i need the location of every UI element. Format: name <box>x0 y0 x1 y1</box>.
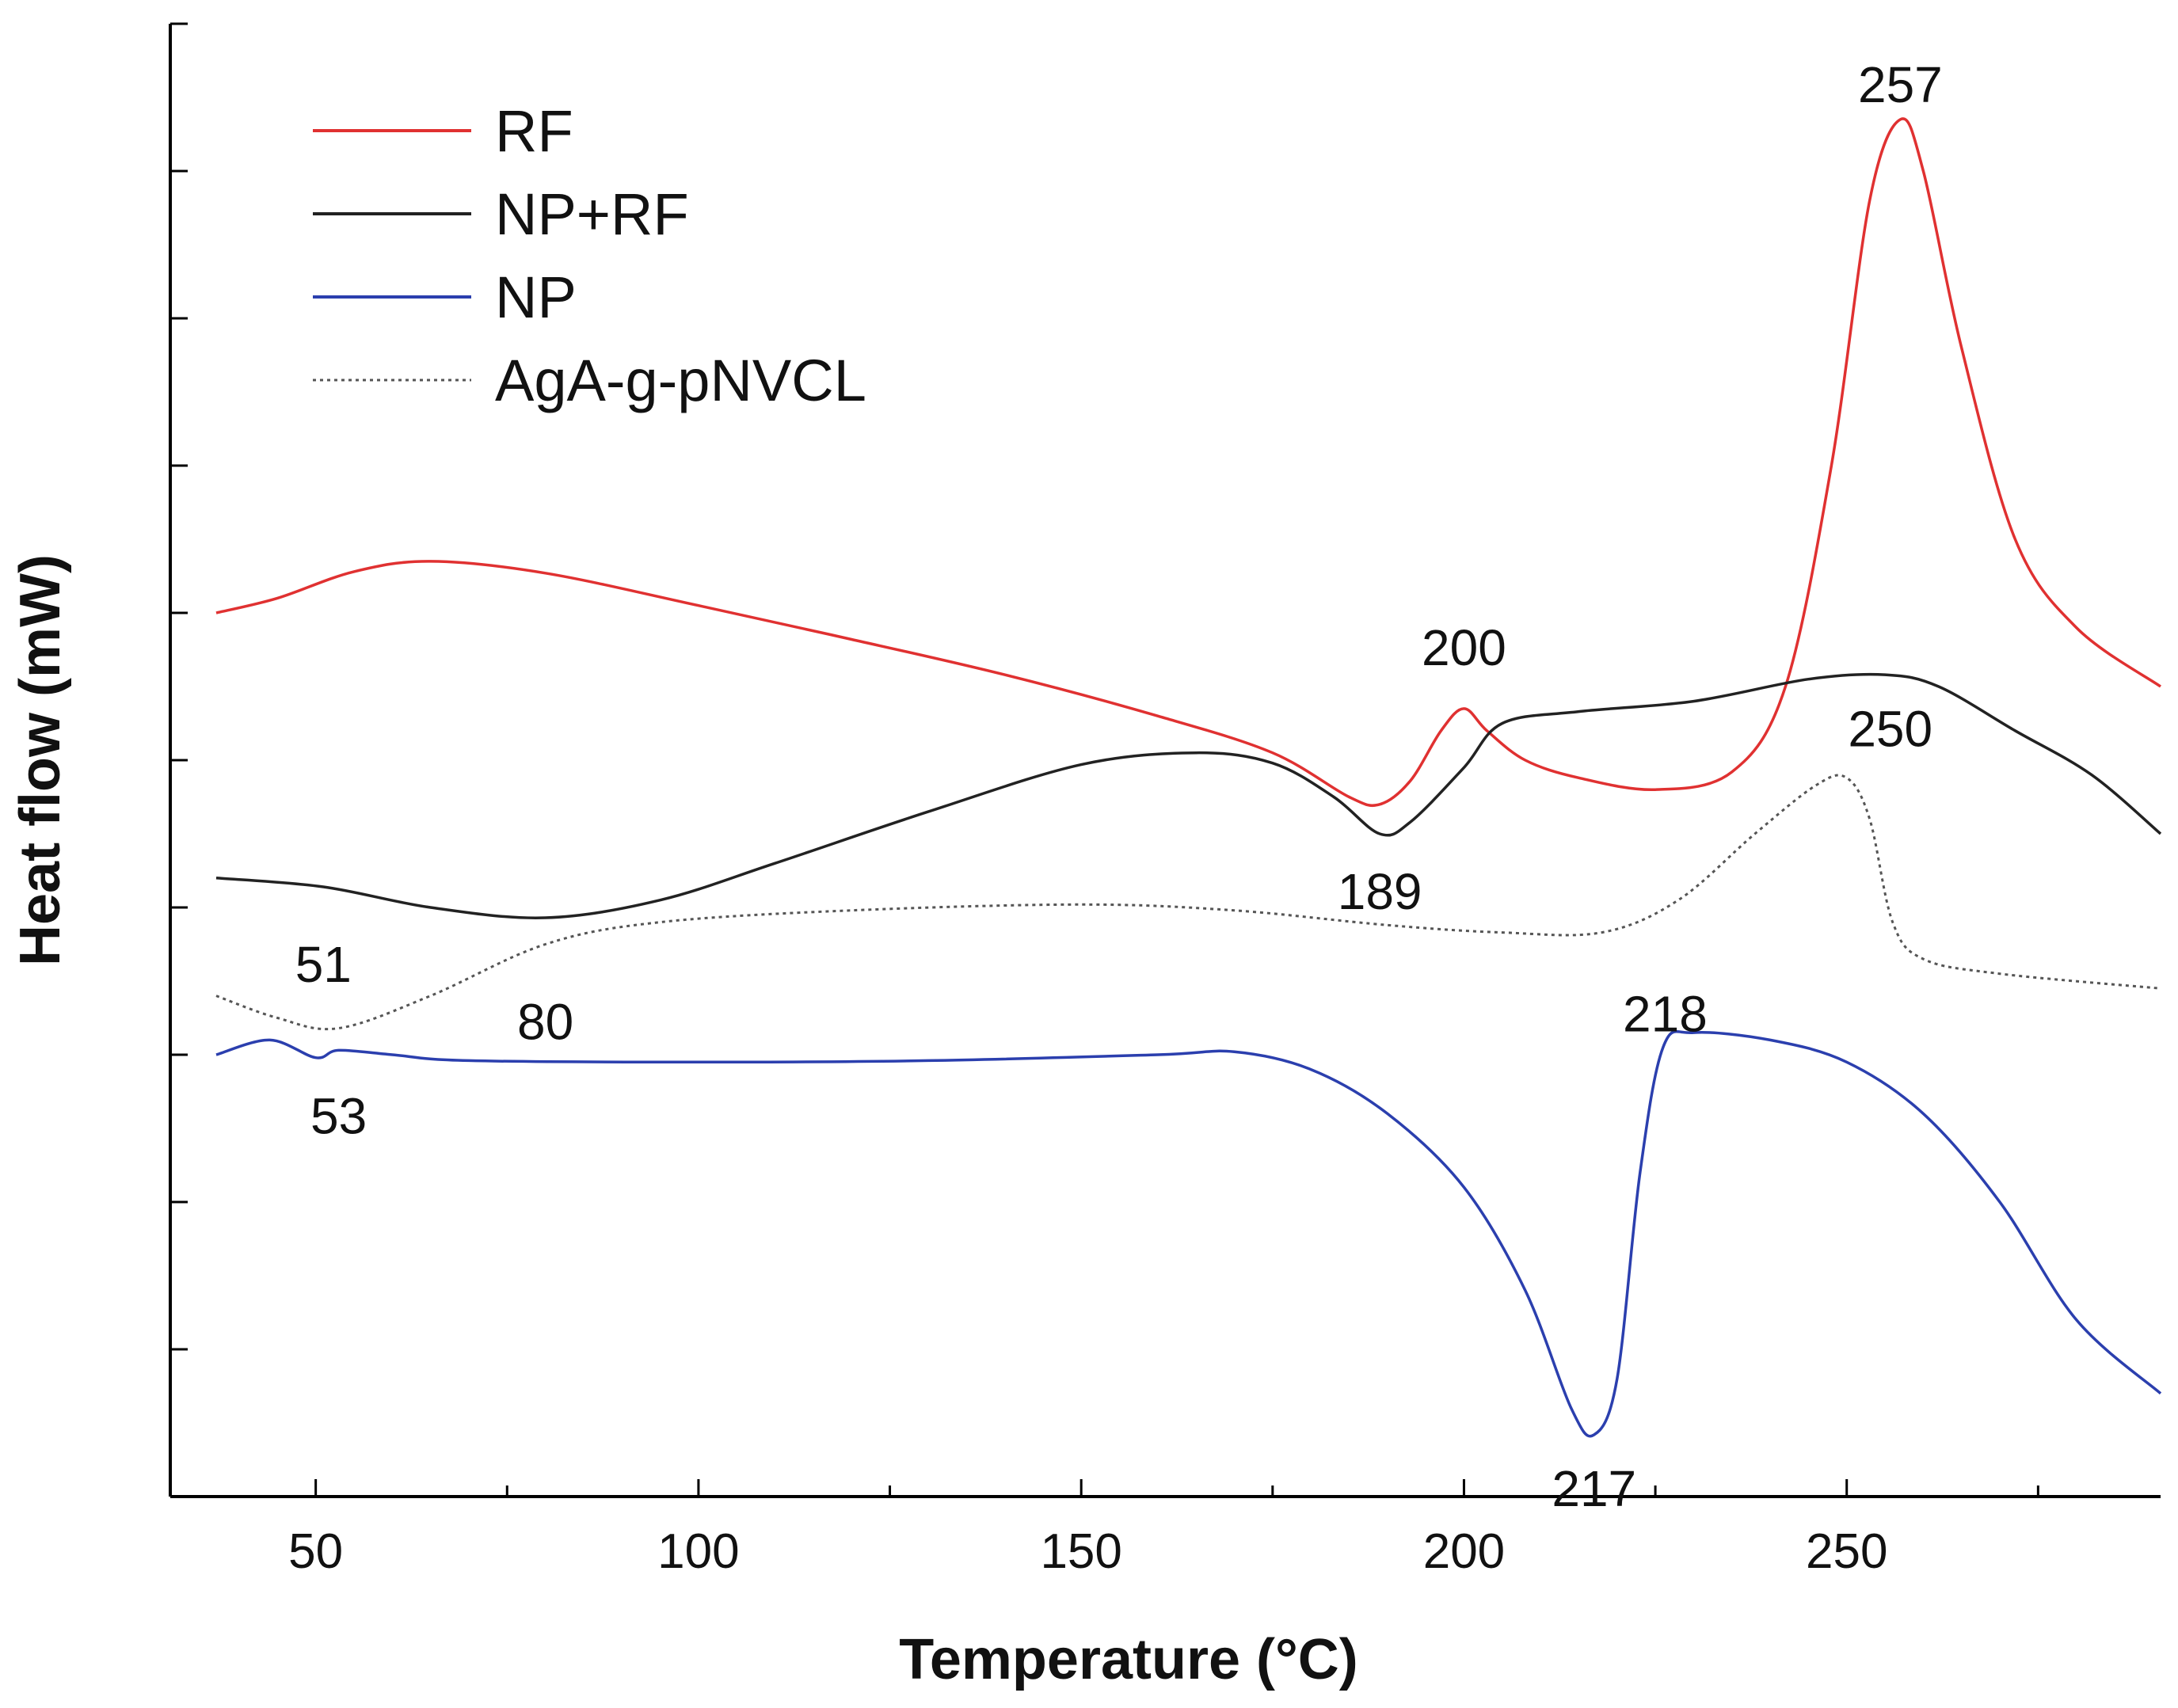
y-axis-title: Heat flow (mW) <box>9 554 72 966</box>
peak-label: 80 <box>517 994 573 1051</box>
peak-label: 218 <box>1623 986 1708 1043</box>
peak-label: 189 <box>1338 863 1422 920</box>
series-line-rf <box>215 117 2162 808</box>
series-line-aga-g-pnvcl <box>215 774 2161 1031</box>
annotations: 257 200 250 189 51 80 218 53 217 <box>295 56 1943 1517</box>
x-tick-label: 200 <box>1423 1524 1505 1579</box>
axes: 50 100 150 200 250 <box>169 22 2161 1579</box>
legend-label: NP <box>495 264 577 330</box>
peak-label: 250 <box>1848 700 1932 757</box>
peak-label: 217 <box>1552 1460 1636 1517</box>
peak-label: 51 <box>295 936 352 993</box>
peak-label: 257 <box>1858 56 1943 113</box>
x-axis-title: Temperature (°C) <box>899 1628 1358 1691</box>
x-tick-label: 100 <box>657 1524 739 1579</box>
peak-label: 53 <box>310 1087 367 1144</box>
x-tick-label: 50 <box>288 1524 343 1579</box>
x-tick-label: 250 <box>1806 1524 1887 1579</box>
series-line-np-rf <box>215 672 2162 919</box>
legend-label: RF <box>495 98 573 164</box>
x-tick-label: 150 <box>1040 1524 1121 1579</box>
legend: RF NP+RF NP AgA-g-pNVCL <box>313 98 866 413</box>
peak-label: 200 <box>1422 619 1506 676</box>
series-line-np <box>215 1030 2162 1438</box>
legend-label: NP+RF <box>495 181 689 247</box>
series-layer <box>215 117 2162 1438</box>
legend-label: AgA-g-pNVCL <box>495 348 866 413</box>
